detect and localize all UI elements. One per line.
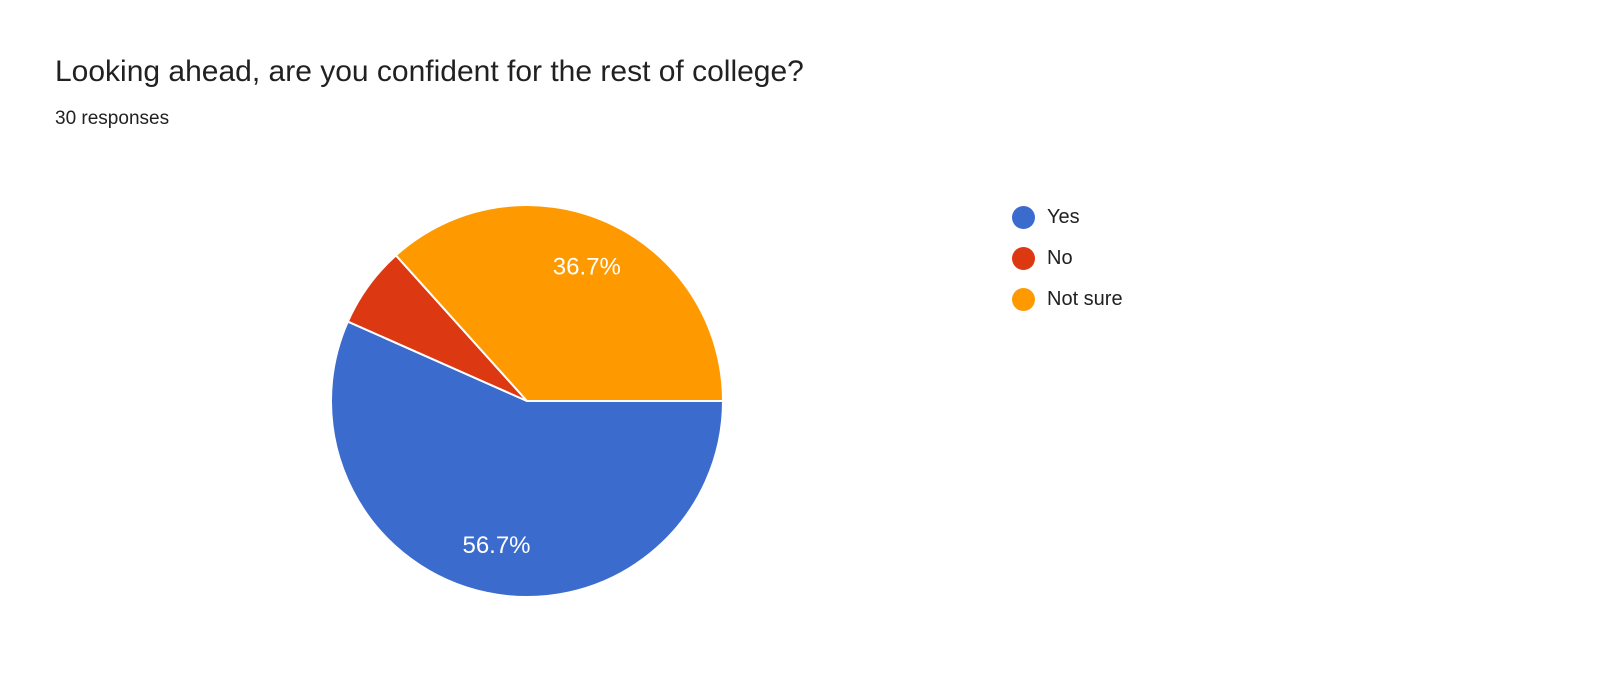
legend-dot-icon — [1012, 288, 1035, 311]
legend-label: Not sure — [1047, 288, 1123, 310]
question-title: Looking ahead, are you confident for the… — [55, 55, 804, 88]
slice-label-yes: 56.7% — [462, 532, 530, 559]
legend-label: No — [1047, 247, 1073, 269]
legend-item-not-sure: Not sure — [1012, 288, 1123, 311]
legend-dot-icon — [1012, 247, 1035, 270]
pie-slice-not-sure[interactable] — [394, 204, 724, 402]
response-count: 30 responses — [55, 108, 170, 129]
chart-legend: Yes No Not sure — [1012, 206, 1123, 329]
pie-slice-yes[interactable] — [330, 320, 724, 598]
legend-label: Yes — [1047, 206, 1080, 228]
legend-item-no: No — [1012, 247, 1123, 270]
legend-dot-icon — [1012, 206, 1035, 229]
legend-item-yes: Yes — [1012, 206, 1123, 229]
slice-label-not-sure: 36.7% — [553, 254, 621, 281]
chart-header: Looking ahead, are you confident for the… — [55, 52, 1255, 131]
pie-chart: 56.7% 36.7% — [330, 204, 724, 598]
